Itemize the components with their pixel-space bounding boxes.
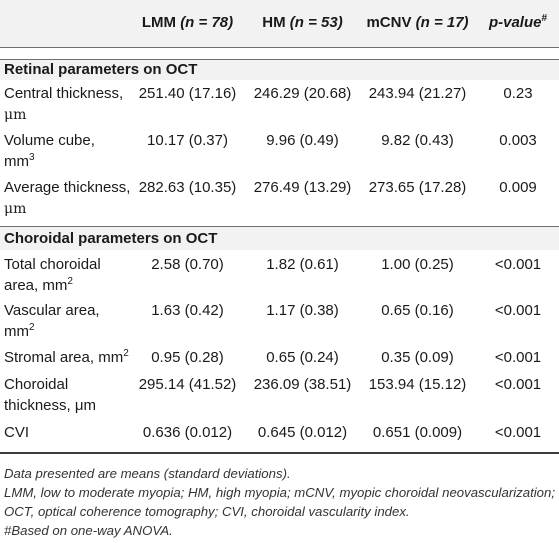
- cell-cvi-hm: 0.645 (0.012): [257, 424, 348, 441]
- table-footnotes: Data presented are means (standard devia…: [4, 464, 555, 540]
- section-title-retinal: Retinal parameters on OCT: [4, 61, 198, 78]
- row-label-cvi: CVI: [4, 424, 30, 441]
- cell-average-thickness-p: 0.009: [499, 179, 537, 196]
- col-header-hm: HM (n = 53): [262, 14, 343, 31]
- section-title-choroidal: Choroidal parameters on OCT: [4, 230, 218, 247]
- cell-stromal-area-hm: 0.65 (0.24): [266, 349, 339, 366]
- cell-central-thickness-mcnv: 243.94 (21.27): [368, 85, 467, 102]
- cell-vascular-area-mcnv: 0.65 (0.16): [381, 302, 454, 319]
- cell-choroidal-thickness-hm: 236.09 (38.51): [253, 376, 352, 393]
- row-label-average-thickness: Average thickness, μm: [4, 179, 131, 217]
- rule-table-bottom: [0, 452, 559, 454]
- cell-choroidal-thickness-p: <0.001: [494, 376, 542, 393]
- row-label-central-thickness: Central thickness, μm: [4, 85, 124, 123]
- cell-volume-cube-lmm: 10.17 (0.37): [147, 132, 228, 149]
- cell-choroidal-thickness-mcnv: 153.94 (15.12): [368, 376, 467, 393]
- cell-vascular-area-hm: 1.17 (0.38): [266, 302, 339, 319]
- row-label-total-choroidal-area: Total choroidal area, mm2: [4, 256, 101, 294]
- rule-retinal-top: [0, 59, 559, 60]
- row-label-stromal-area: Stromal area, mm2: [4, 348, 129, 367]
- col-header-lmm: LMM (n = 78): [141, 14, 234, 31]
- cell-choroidal-thickness-lmm: 295.14 (41.52): [138, 376, 237, 393]
- choroidal-section-shade: [0, 226, 559, 250]
- footnote-abbreviations: LMM, low to moderate myopia; HM, high my…: [4, 485, 555, 519]
- cell-total-choroidal-area-p: <0.001: [494, 256, 542, 273]
- cell-central-thickness-p: 0.23: [503, 85, 533, 102]
- row-label-choroidal-thickness: Choroidal thickness, μm: [4, 376, 96, 414]
- cell-stromal-area-mcnv: 0.35 (0.09): [381, 349, 454, 366]
- cell-volume-cube-mcnv: 9.82 (0.43): [381, 132, 454, 149]
- col-header-p-value: p-value#: [488, 13, 548, 32]
- footnote-data-presented: Data presented are means (standard devia…: [4, 466, 291, 481]
- row-label-vascular-area: Vascular area, mm2: [4, 302, 100, 340]
- cell-central-thickness-hm: 246.29 (20.68): [253, 85, 352, 102]
- cell-volume-cube-p: 0.003: [499, 132, 537, 149]
- cell-vascular-area-lmm: 1.63 (0.42): [151, 302, 224, 319]
- cell-average-thickness-hm: 276.49 (13.29): [253, 179, 352, 196]
- col-header-mcnv: mCNV (n = 17): [366, 14, 469, 31]
- header-shade: [0, 0, 559, 47]
- cell-total-choroidal-area-lmm: 2.58 (0.70): [151, 256, 224, 273]
- rule-header-bottom: [0, 47, 559, 48]
- cell-cvi-mcnv: 0.651 (0.009): [372, 424, 463, 441]
- cell-vascular-area-p: <0.001: [494, 302, 542, 319]
- rule-choroidal-top: [0, 226, 559, 227]
- cell-average-thickness-lmm: 282.63 (10.35): [138, 179, 237, 196]
- cell-stromal-area-p: <0.001: [494, 349, 542, 366]
- cell-total-choroidal-area-mcnv: 1.00 (0.25): [381, 256, 454, 273]
- cell-cvi-lmm: 0.636 (0.012): [142, 424, 233, 441]
- cell-central-thickness-lmm: 251.40 (17.16): [138, 85, 237, 102]
- cell-volume-cube-hm: 9.96 (0.49): [266, 132, 339, 149]
- cell-total-choroidal-area-hm: 1.82 (0.61): [266, 256, 339, 273]
- cell-average-thickness-mcnv: 273.65 (17.28): [368, 179, 467, 196]
- cell-cvi-p: <0.001: [494, 424, 542, 441]
- retinal-section-shade: [0, 59, 559, 80]
- row-label-volume-cube: Volume cube, mm3: [4, 132, 95, 170]
- cell-stromal-area-lmm: 0.95 (0.28): [151, 349, 224, 366]
- footnote-anova: #Based on one-way ANOVA.: [4, 523, 173, 538]
